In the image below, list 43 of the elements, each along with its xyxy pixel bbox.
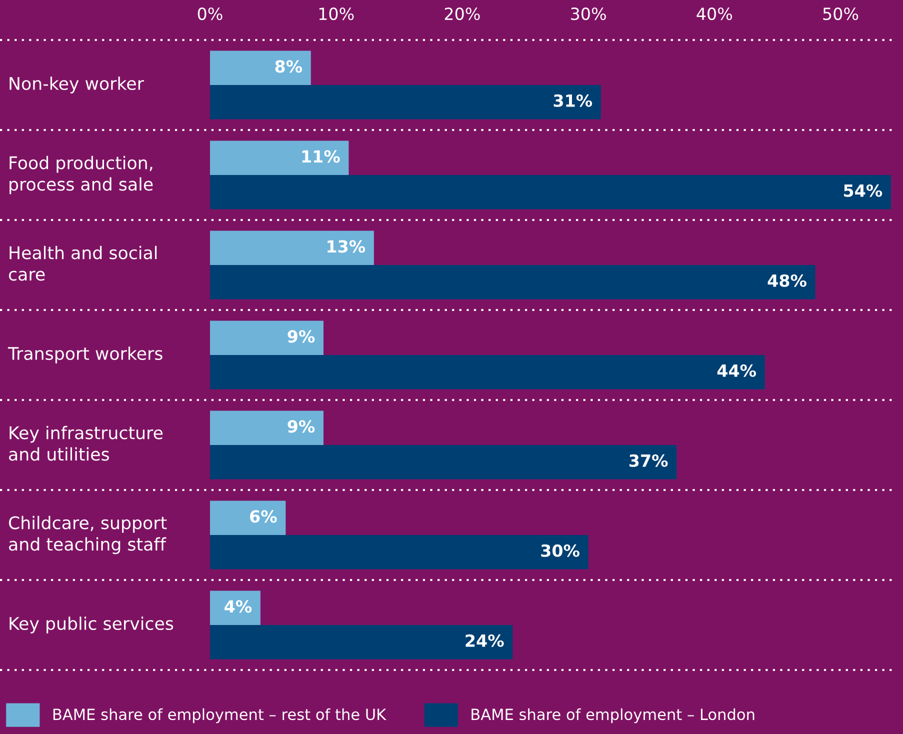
x-tick-label: 40% — [696, 7, 732, 20]
data-label: 54% — [844, 184, 882, 197]
bar — [210, 410, 324, 445]
data-label: 13% — [328, 240, 366, 253]
x-tick-label: 30% — [571, 7, 606, 20]
bar — [210, 355, 765, 390]
bar — [210, 175, 891, 210]
bar — [210, 500, 286, 535]
y-tick-label: Childcare, support and teaching staff — [8, 516, 167, 554]
bar — [210, 140, 349, 175]
bar — [210, 230, 374, 265]
y-tick-label: Non-key worker — [10, 76, 144, 94]
bar — [210, 590, 260, 625]
bar — [210, 320, 324, 355]
y-tick-label: Key public services — [10, 616, 174, 634]
legend-label: BAME share of employment – rest of the UK — [53, 708, 386, 724]
y-tick-label: Food production, process and sale — [10, 156, 153, 194]
data-label: 6% — [250, 510, 277, 523]
y-tick-label: Key infrastructure and utilities — [9, 426, 163, 461]
y-tick-label: Health and social care — [8, 246, 157, 281]
data-label: 30% — [541, 544, 580, 557]
bar — [210, 50, 311, 85]
data-label: 9% — [288, 330, 315, 343]
data-label: 4% — [224, 600, 252, 613]
data-label: 48% — [768, 274, 806, 287]
bar — [210, 445, 677, 480]
data-label: 8% — [275, 60, 302, 73]
data-label: 31% — [554, 94, 592, 107]
bar — [210, 265, 816, 300]
data-label: 37% — [629, 454, 668, 467]
x-tick-label: 50% — [823, 7, 858, 20]
data-label: 44% — [717, 364, 756, 377]
bar — [210, 85, 601, 120]
x-tick-label: 10% — [319, 7, 354, 20]
legend-label: BAME share of employment – London — [472, 708, 754, 724]
y-tick-label: Transport workers — [8, 346, 162, 364]
x-tick-label: 20% — [444, 7, 480, 20]
data-label: 24% — [466, 634, 504, 647]
bar — [210, 625, 513, 660]
data-label: 9% — [288, 420, 315, 433]
x-tick-label: 0% — [198, 7, 222, 20]
data-label: 11% — [302, 150, 340, 163]
bar — [210, 535, 588, 570]
